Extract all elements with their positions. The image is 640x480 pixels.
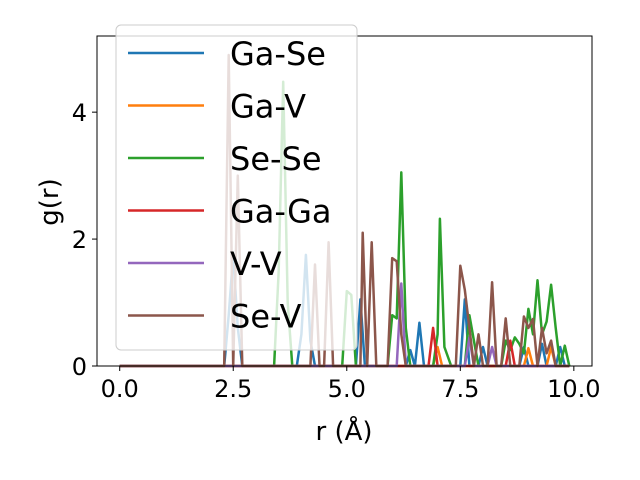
legend-label: Ga-Se	[230, 35, 326, 73]
axes-layer: 0.0 2.5 5.0 7.5 10.0 0 2 4	[72, 35, 601, 403]
y-tick-label: 2	[72, 226, 87, 254]
y-tick-label: 0	[72, 353, 87, 381]
x-tick-label: 5.0	[328, 375, 366, 403]
y-tick-label: 4	[72, 99, 87, 127]
x-tick-label: 10.0	[547, 375, 600, 403]
legend-label: Ga-Ga	[230, 193, 332, 231]
legend-label: Se-Se	[230, 140, 322, 178]
legend: Ga-Se Ga-V Se-Se Ga-Ga V-V Se-V	[115, 24, 358, 351]
y-axis-label: g(r)	[35, 178, 65, 225]
x-tick-label: 7.5	[441, 375, 479, 403]
legend-label: Se-V	[230, 298, 302, 336]
x-tick-label: 0.0	[101, 375, 139, 403]
x-axis-label: r (Å)	[315, 415, 372, 447]
legend-label: V-V	[230, 245, 282, 283]
x-tick-label: 2.5	[214, 375, 252, 403]
legend-label: Ga-V	[230, 88, 306, 126]
